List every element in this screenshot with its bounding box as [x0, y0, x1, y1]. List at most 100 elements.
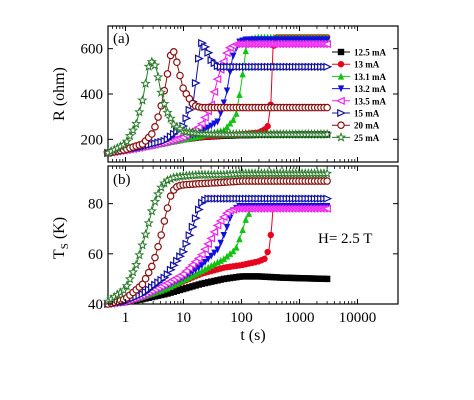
y-tick-label: 80: [88, 197, 103, 213]
data-point: [149, 59, 161, 70]
data-point: [124, 273, 136, 284]
legend: 12.5 mA 13 mA 13.1 mA 13.2 mA 13.5 mA 15 mA 20…: [332, 48, 386, 143]
legend-entry: 13.2 mA: [332, 84, 386, 94]
data-point: [194, 205, 204, 214]
data-point: [137, 239, 148, 250]
legend-marker: [335, 132, 347, 142]
data-point: [154, 242, 162, 251]
x-tick-label: 10000: [339, 310, 377, 326]
data-point: [226, 119, 234, 127]
data-point: [230, 115, 237, 123]
panel-a-ticks: 200 400 600: [81, 26, 398, 162]
data-point: [124, 130, 136, 141]
y-tick-label: 60: [88, 247, 103, 263]
data-point: [157, 231, 166, 239]
data-point: [141, 274, 150, 283]
data-point: [199, 113, 209, 122]
panel-a-label: (a): [113, 31, 130, 47]
legend-entry: 25 mA: [332, 132, 380, 143]
data-point: [230, 247, 237, 255]
data-point: [208, 122, 215, 130]
legend-label: 25 mA: [354, 133, 380, 143]
data-point: [223, 223, 231, 231]
data-point: [198, 262, 206, 270]
data-point: [223, 252, 231, 260]
legend-entry: 15 mA: [332, 109, 380, 119]
series-20ma: [104, 47, 331, 157]
panel-b-label: (b): [113, 172, 131, 188]
x-tick-label: 1000: [284, 310, 314, 326]
legend-label: 13.5 mA: [354, 96, 386, 106]
data-point: [215, 216, 225, 226]
data-point: [121, 136, 132, 146]
y-tick-label: 200: [81, 132, 104, 148]
legend-entry: 20 mA: [332, 121, 380, 131]
data-point: [163, 204, 172, 212]
legend-marker: [335, 96, 345, 105]
data-point: [131, 118, 142, 129]
data-point: [156, 182, 167, 192]
y-tick-label: 400: [81, 87, 104, 103]
data-point: [182, 239, 192, 248]
data-point: [226, 249, 234, 257]
data-point: [206, 234, 216, 243]
data-point: [140, 228, 151, 239]
panel-a: 200 400 600 (a) R (ohm) 12.5 mA 13 mA 13.1 m…: [51, 25, 399, 163]
legend-label: 13 mA: [354, 60, 380, 70]
data-point: [149, 196, 161, 207]
data-point: [138, 280, 147, 289]
legend-label: 12.5 mA: [354, 48, 386, 58]
data-point: [182, 114, 192, 123]
legend-marker: [337, 48, 345, 56]
data-point: [208, 252, 215, 260]
data-point: [239, 70, 246, 78]
data-point: [199, 245, 209, 254]
data-point: [185, 105, 195, 115]
data-point: [185, 231, 195, 240]
data-point: [236, 235, 243, 243]
data-point: [188, 222, 198, 231]
data-point: [140, 78, 151, 88]
series-25ma: [102, 56, 333, 158]
legend-entry: 13.1 mA: [332, 72, 386, 82]
data-point: [204, 48, 214, 57]
legend-label: 15 mA: [354, 109, 380, 119]
data-point: [152, 188, 164, 199]
data-point: [159, 98, 170, 109]
data-point: [245, 209, 253, 217]
panel-a-plot-area: [102, 33, 333, 158]
data-point: [137, 95, 148, 105]
data-point: [323, 194, 333, 203]
data-point: [239, 226, 246, 234]
data-point: [144, 268, 153, 277]
data-point: [134, 106, 145, 117]
data-point: [165, 113, 176, 123]
data-point: [261, 255, 268, 263]
legend-entry: 12.5 mA: [332, 48, 386, 58]
data-point: [322, 39, 331, 49]
data-point: [226, 214, 234, 222]
data-point: [146, 205, 157, 216]
data-point: [321, 168, 333, 178]
data-point: [127, 125, 139, 135]
data-point: [152, 71, 164, 82]
data-point: [191, 214, 201, 223]
data-point: [127, 266, 139, 277]
data-point: [233, 243, 240, 251]
y-tick-label: 40: [88, 297, 103, 313]
field-annotation: H= 2.5 T: [318, 231, 372, 247]
data-point: [209, 87, 219, 97]
data-point: [267, 231, 274, 239]
data-point: [321, 128, 333, 139]
legend-marker: [337, 72, 345, 80]
data-point: [121, 280, 132, 291]
data-point: [226, 68, 234, 76]
data-point: [156, 87, 167, 97]
data-point: [217, 110, 224, 118]
data-point: [211, 249, 218, 257]
panel-b-frame: [107, 165, 399, 305]
data-point: [264, 123, 271, 130]
data-point: [201, 42, 211, 51]
data-point: [179, 247, 189, 256]
data-point: [151, 253, 159, 262]
